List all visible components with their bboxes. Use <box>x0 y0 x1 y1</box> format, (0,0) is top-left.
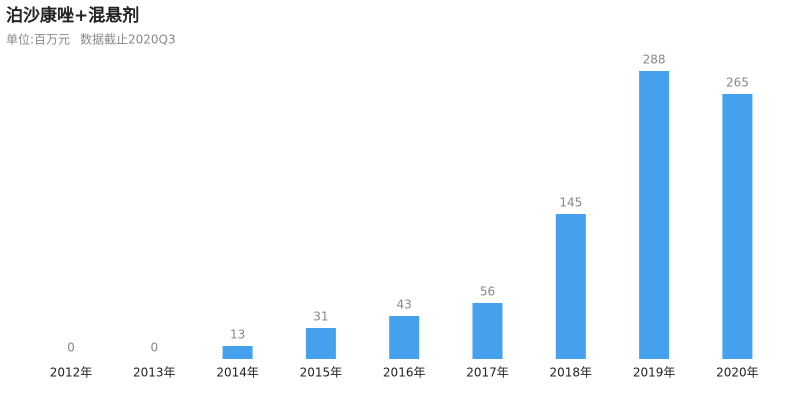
bar <box>222 346 253 359</box>
bar <box>722 94 753 359</box>
value-label: 145 <box>559 196 582 210</box>
bar <box>472 303 503 359</box>
bar <box>305 328 336 359</box>
x-tick-label: 2019年 <box>633 366 676 380</box>
x-tick-label: 2012年 <box>50 366 93 380</box>
x-tick-label: 2014年 <box>216 366 259 380</box>
value-label: 43 <box>397 298 412 312</box>
bar <box>639 71 670 359</box>
x-tick-label: 2018年 <box>550 366 593 380</box>
value-label: 56 <box>480 285 495 299</box>
value-label: 0 <box>150 341 158 355</box>
value-label: 288 <box>643 53 666 67</box>
bar <box>555 214 586 359</box>
value-label: 265 <box>726 76 749 90</box>
value-label: 13 <box>230 328 245 342</box>
chart-subtitle: 单位:百万元 <box>6 32 70 47</box>
chart-title: 泊沙康唑+混悬剂 <box>6 5 139 26</box>
x-tick-label: 2017年 <box>466 366 509 380</box>
value-label: 0 <box>67 341 75 355</box>
x-tick-label: 2020年 <box>716 366 759 380</box>
chart-note: 数据截止2020Q3 <box>80 32 176 47</box>
bar <box>389 316 420 359</box>
x-tick-label: 2015年 <box>300 366 343 380</box>
x-tick-label: 2016年 <box>383 366 426 380</box>
value-label: 31 <box>313 310 328 324</box>
x-tick-label: 2013年 <box>133 366 176 380</box>
